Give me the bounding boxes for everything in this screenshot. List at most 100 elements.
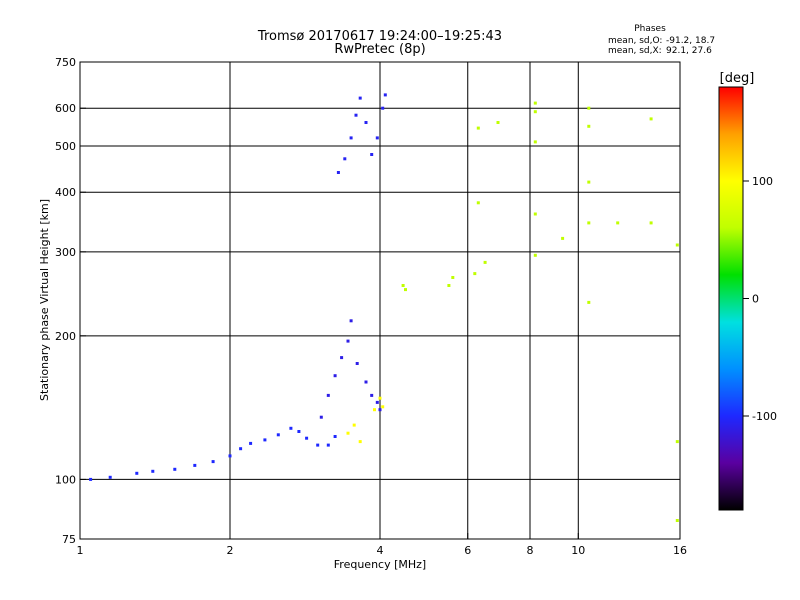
data-point — [354, 113, 358, 117]
data-point — [89, 477, 93, 481]
y-axis-ticks: 75 100 200 300 400 500 600 750 — [55, 56, 86, 546]
data-point — [587, 300, 591, 304]
colorbar-label: [deg] — [720, 71, 755, 86]
data-point — [370, 393, 374, 397]
data-point — [151, 469, 155, 473]
data-point — [401, 284, 405, 287]
data-point — [319, 415, 323, 419]
y-tick-label: 200 — [55, 330, 76, 343]
data-point — [375, 136, 379, 140]
y-tick-label: 500 — [55, 140, 76, 153]
data-point — [276, 433, 280, 437]
data-point — [375, 400, 379, 404]
data-point — [289, 426, 293, 430]
data-point — [349, 319, 353, 323]
y-tick-label: 300 — [55, 246, 76, 259]
data-point — [352, 423, 356, 427]
x-tick-label: 10 — [571, 544, 585, 557]
y-tick-label: 400 — [55, 186, 76, 199]
y-tick-label: 600 — [55, 102, 76, 115]
data-point — [349, 136, 353, 140]
y-tick-label: 75 — [62, 533, 76, 546]
data-point — [587, 180, 591, 184]
data-point — [364, 121, 368, 124]
data-point — [173, 467, 177, 471]
data-point — [135, 471, 139, 475]
data-point — [378, 396, 382, 400]
data-point — [316, 443, 320, 447]
x-axis-ticks: 1 2 4 6 8 10 16 — [77, 533, 687, 557]
data-point — [239, 447, 243, 451]
data-point — [358, 96, 362, 100]
data-point — [355, 362, 359, 365]
y-tick-label: 100 — [55, 473, 76, 486]
data-point — [364, 380, 368, 384]
colorbar-tick-label: -100 — [752, 410, 777, 423]
data-point — [451, 276, 455, 279]
data-point — [336, 171, 340, 174]
data-point — [193, 463, 197, 467]
data-point — [649, 221, 653, 225]
legend-header: Phases — [634, 24, 666, 34]
data-point — [561, 236, 565, 240]
data-point — [326, 393, 330, 397]
colorbar-ticks: 100 0 -100 — [743, 175, 777, 423]
x-tick-label: 6 — [464, 544, 471, 557]
data-point — [333, 435, 337, 438]
data-point — [675, 243, 679, 247]
data-point — [404, 288, 407, 292]
data-point — [381, 405, 385, 409]
data-point — [370, 153, 374, 156]
data-point — [447, 284, 451, 287]
data-point — [340, 356, 344, 360]
grid-lines — [80, 62, 680, 539]
chart-title-line1: Tromsø 20170617 19:24:00–19:25:43 — [257, 29, 502, 44]
data-point — [383, 93, 387, 97]
data-point — [533, 101, 537, 105]
data-point — [675, 440, 679, 444]
x-axis-label: Frequency [MHz] — [334, 558, 426, 571]
data-point — [108, 475, 112, 479]
data-point — [649, 117, 653, 121]
data-point — [249, 441, 253, 445]
stats-o-values: -91.2, 18.7 — [666, 36, 715, 46]
data-point — [373, 408, 376, 412]
colorbar-tick-label: 0 — [752, 293, 759, 306]
stats-x-values: 92.1, 27.6 — [666, 46, 712, 56]
data-point — [263, 438, 267, 442]
data-point — [587, 221, 591, 225]
data-point — [343, 157, 347, 161]
data-point — [326, 443, 330, 447]
data-point — [533, 110, 537, 114]
y-tick-label: 750 — [55, 56, 76, 69]
data-point — [483, 260, 487, 264]
colorbar-tick-label: 100 — [752, 175, 773, 188]
data-point — [228, 454, 232, 458]
data-point — [378, 408, 382, 412]
data-points — [89, 93, 679, 522]
data-point — [496, 121, 500, 124]
data-point — [587, 124, 591, 128]
data-point — [358, 440, 362, 444]
y-axis-label: Stationary phase Virtual Height [km] — [38, 199, 51, 401]
data-point — [533, 212, 537, 216]
data-point — [305, 436, 309, 440]
data-point — [616, 221, 620, 225]
data-point — [211, 460, 215, 464]
data-point — [333, 374, 337, 378]
data-point — [533, 253, 537, 257]
data-point — [381, 106, 385, 110]
x-tick-label: 8 — [527, 544, 534, 557]
x-tick-label: 4 — [377, 544, 384, 557]
data-point — [346, 431, 350, 435]
phase-colorbar — [718, 86, 744, 511]
data-point — [476, 126, 480, 130]
data-point — [297, 430, 301, 433]
data-point — [476, 201, 480, 205]
stats-x-label: mean, sd,X: — [608, 46, 662, 56]
x-tick-label: 16 — [673, 544, 687, 557]
data-point — [473, 272, 477, 276]
data-point — [587, 106, 591, 110]
stats-o-label: mean, sd,O: — [608, 36, 662, 46]
